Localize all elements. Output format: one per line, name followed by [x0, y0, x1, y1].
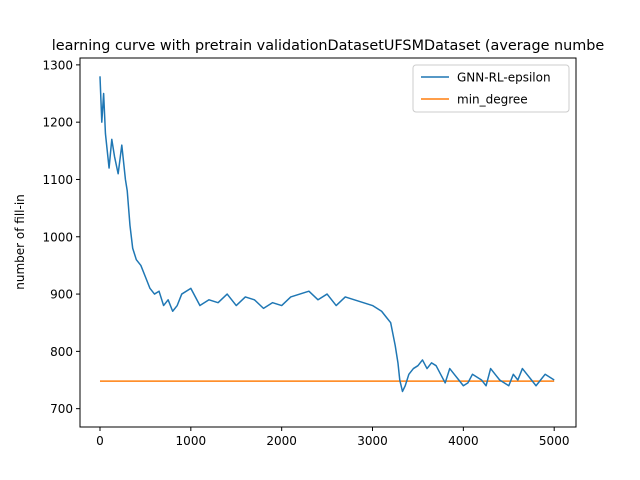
y-tick-label: 800 [50, 345, 73, 359]
y-tick-label: 700 [50, 402, 73, 416]
x-tick-label: 1000 [176, 434, 207, 448]
y-axis: 700 800 900 1000 1100 1200 1300 [42, 58, 80, 416]
axes-frame [79, 57, 577, 428]
legend-label-0: GNN-RL-epsilon [457, 71, 551, 85]
x-tick-label: 3000 [357, 434, 388, 448]
x-axis: 0 1000 2000 3000 4000 5000 [96, 427, 569, 448]
y-tick-label: 900 [50, 288, 73, 302]
plot-area [99, 76, 555, 393]
chart-title: learning curve with pretrain validationD… [52, 38, 605, 54]
y-tick-label: 1300 [42, 58, 73, 72]
legend-label-1: min_degree [457, 93, 528, 107]
y-tick-label: 1000 [42, 230, 73, 244]
y-tick-label: 1100 [42, 173, 73, 187]
x-tick-label: 0 [96, 434, 104, 448]
y-tick-label: 1200 [42, 116, 73, 130]
legend-box [412, 64, 570, 113]
series-line-0 [99, 76, 555, 393]
x-tick-label: 2000 [266, 434, 297, 448]
legend: GNN-RL-epsilon min_degree [412, 64, 570, 113]
x-tick-label: 5000 [539, 434, 570, 448]
x-tick-label: 4000 [448, 434, 479, 448]
y-axis-label: number of fill-in [13, 194, 27, 290]
